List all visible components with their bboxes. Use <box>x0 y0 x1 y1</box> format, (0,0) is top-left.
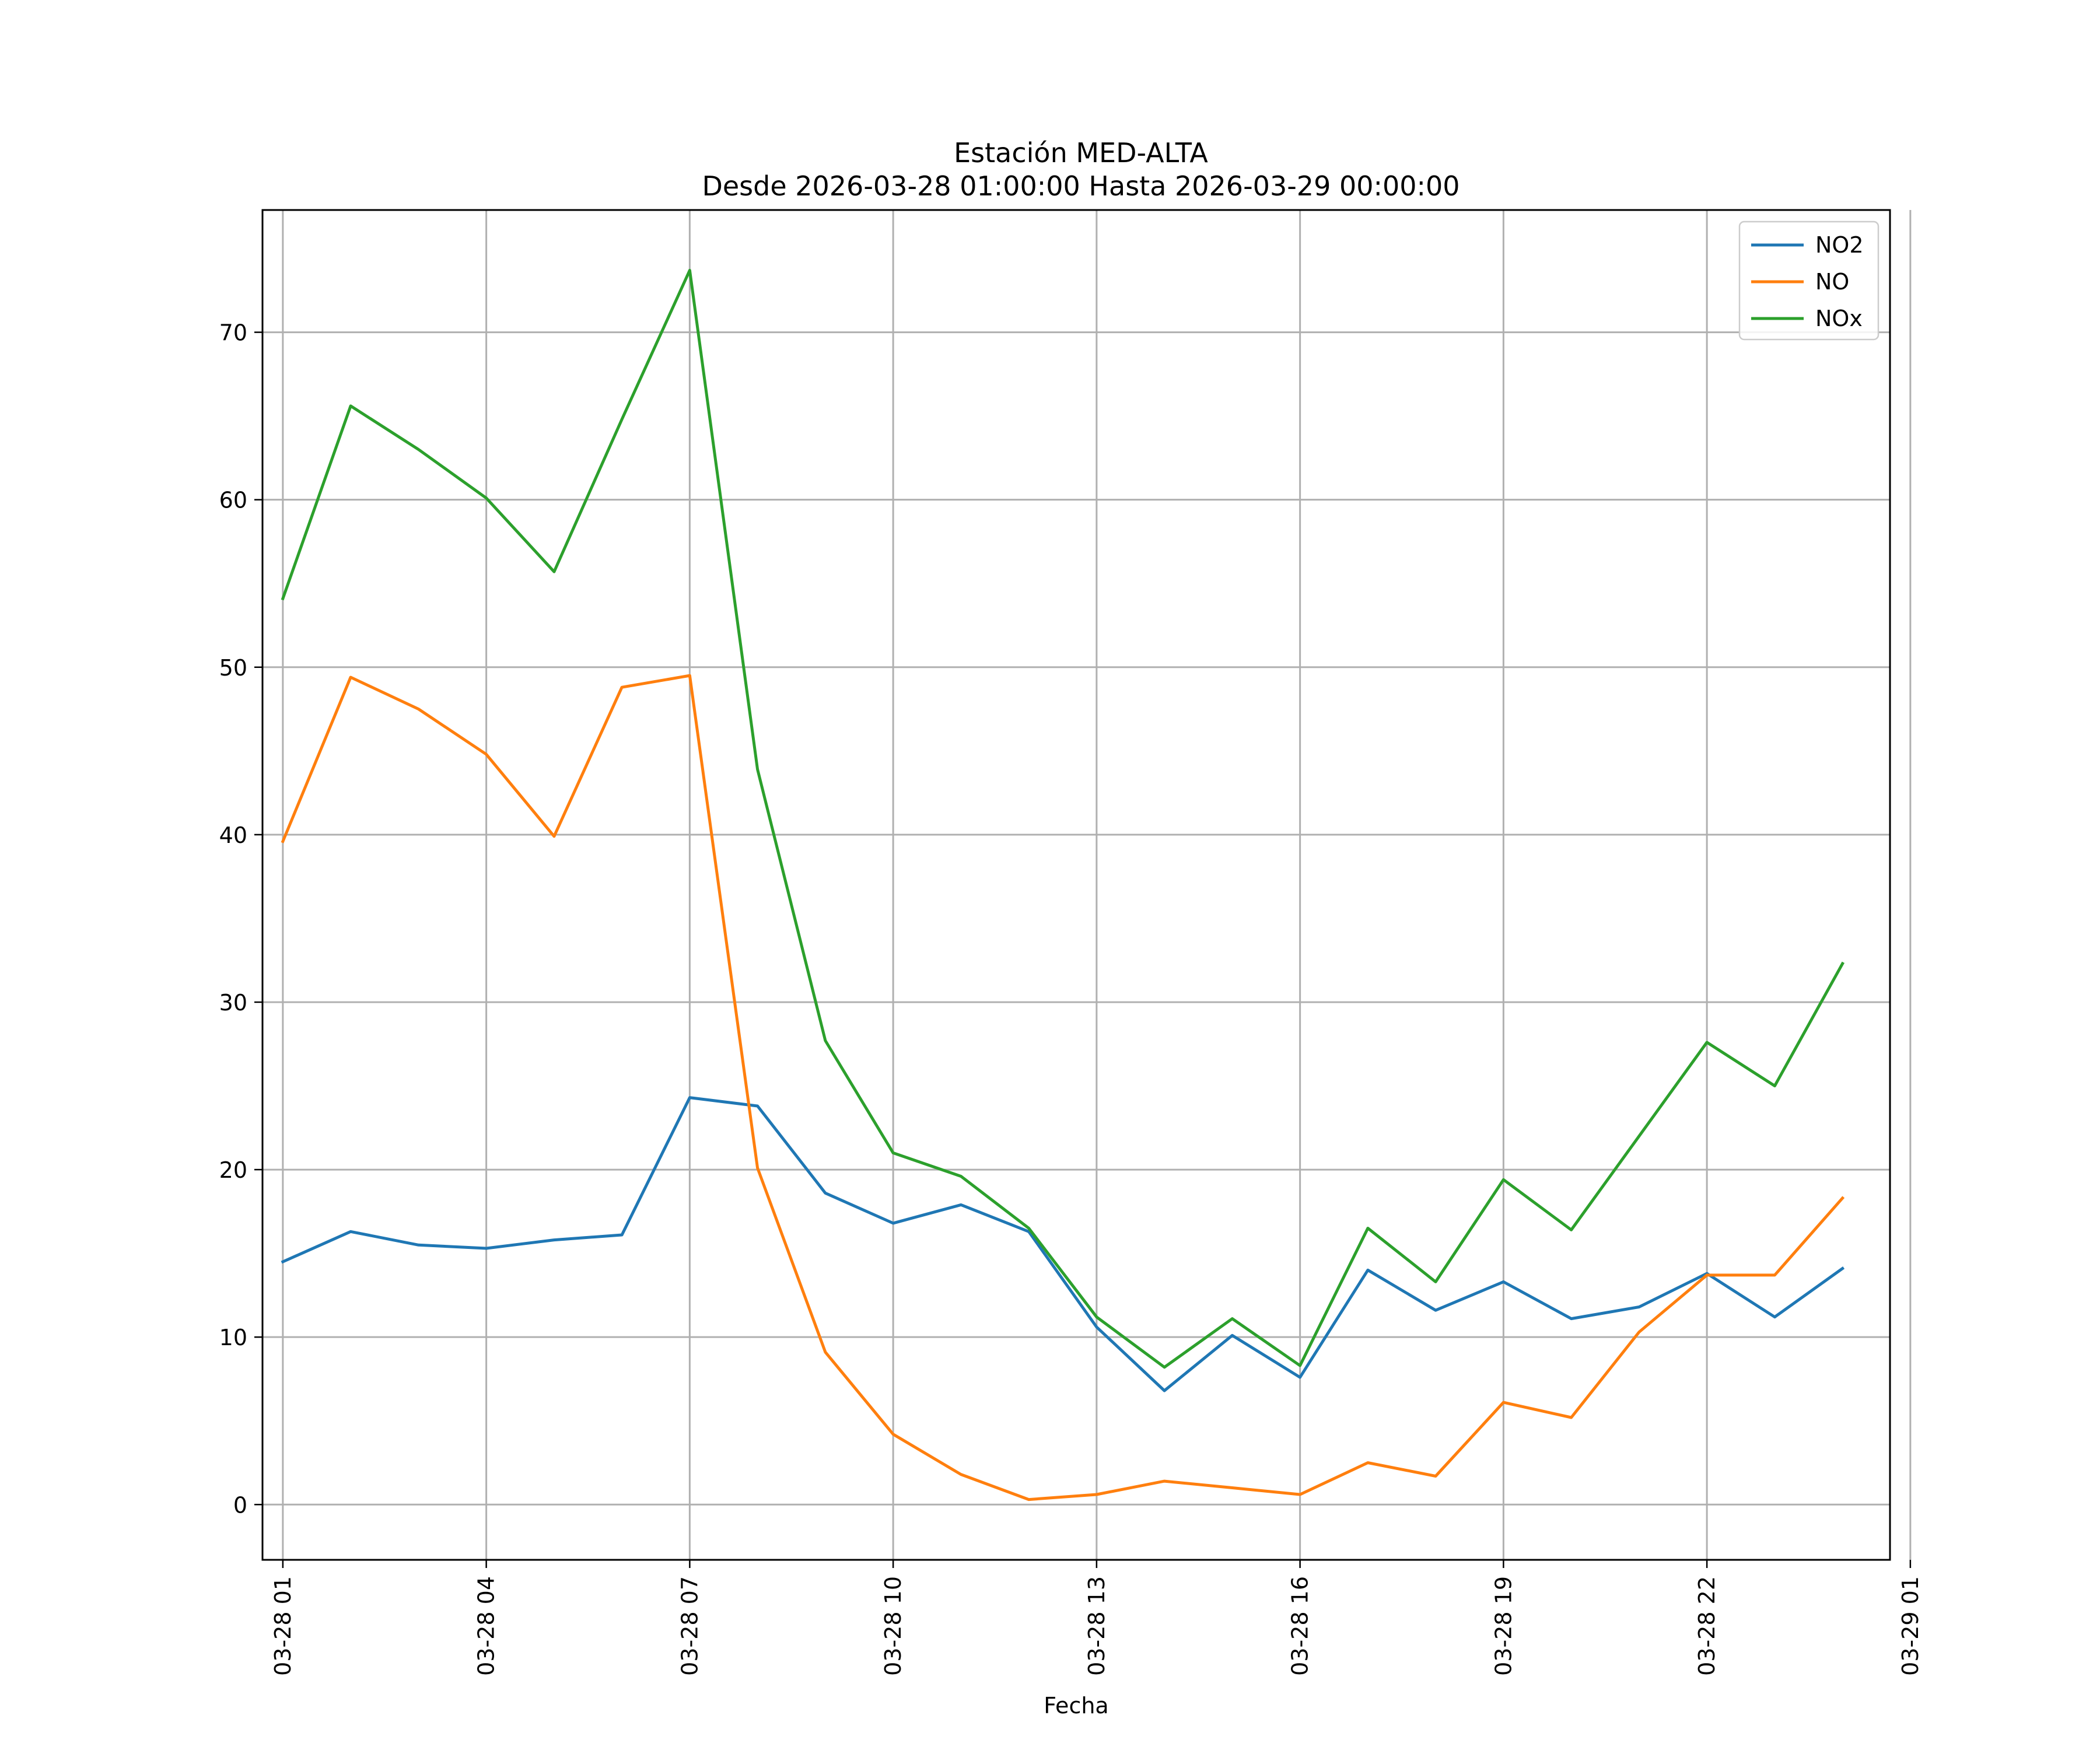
series-line-nox <box>281 268 1845 1369</box>
y-tick-label: 60 <box>219 488 247 513</box>
x-tick-label: 03-28 10 <box>880 1576 906 1676</box>
chart-subtitle: Desde 2026-03-28 01:00:00 Hasta 2026-03-… <box>702 170 1460 202</box>
y-tick-label: 20 <box>219 1157 247 1183</box>
legend: NO2 NO NOx <box>1738 220 1880 341</box>
legend-label-no: NO <box>1815 269 1849 295</box>
y-tick-label: 70 <box>219 320 247 346</box>
legend-frame <box>1738 220 1880 341</box>
legend-label-nox: NOx <box>1815 306 1863 331</box>
x-tick-label: 03-28 04 <box>474 1576 499 1676</box>
x-tick-label: 03-28 01 <box>270 1576 296 1676</box>
y-axis: 0 10 20 30 40 50 60 70 <box>219 320 262 1518</box>
x-tick-label: 03-28 19 <box>1490 1576 1516 1676</box>
series-lines <box>281 268 1845 1502</box>
y-tick-label: 40 <box>219 822 247 848</box>
x-tick-label: 03-28 22 <box>1694 1576 1720 1676</box>
legend-items: NO2 NO NOx <box>1751 232 1864 331</box>
x-axis: 03-28 01 03-28 04 03-28 07 03-28 10 03-28 13… <box>270 1560 1923 1676</box>
x-tick-label: 03-29 01 <box>1898 1576 1923 1676</box>
x-tick-label: 03-28 07 <box>677 1576 702 1676</box>
x-axis-label: Fecha <box>1044 1693 1108 1718</box>
y-tick-label: 0 <box>233 1492 247 1518</box>
x-tick-label: 03-28 16 <box>1287 1576 1313 1676</box>
grid <box>262 210 1912 1560</box>
y-tick-label: 50 <box>219 655 247 681</box>
x-tick-label: 03-28 13 <box>1084 1576 1110 1676</box>
y-tick-label: 30 <box>219 990 247 1016</box>
series-line-no <box>281 674 1845 1502</box>
chart-title: Estación MED-ALTA <box>954 137 1208 169</box>
legend-label-no2: NO2 <box>1815 232 1864 258</box>
plot-frame <box>261 209 1891 1561</box>
series-line-no2 <box>281 1096 1845 1392</box>
y-tick-label: 10 <box>219 1325 247 1350</box>
